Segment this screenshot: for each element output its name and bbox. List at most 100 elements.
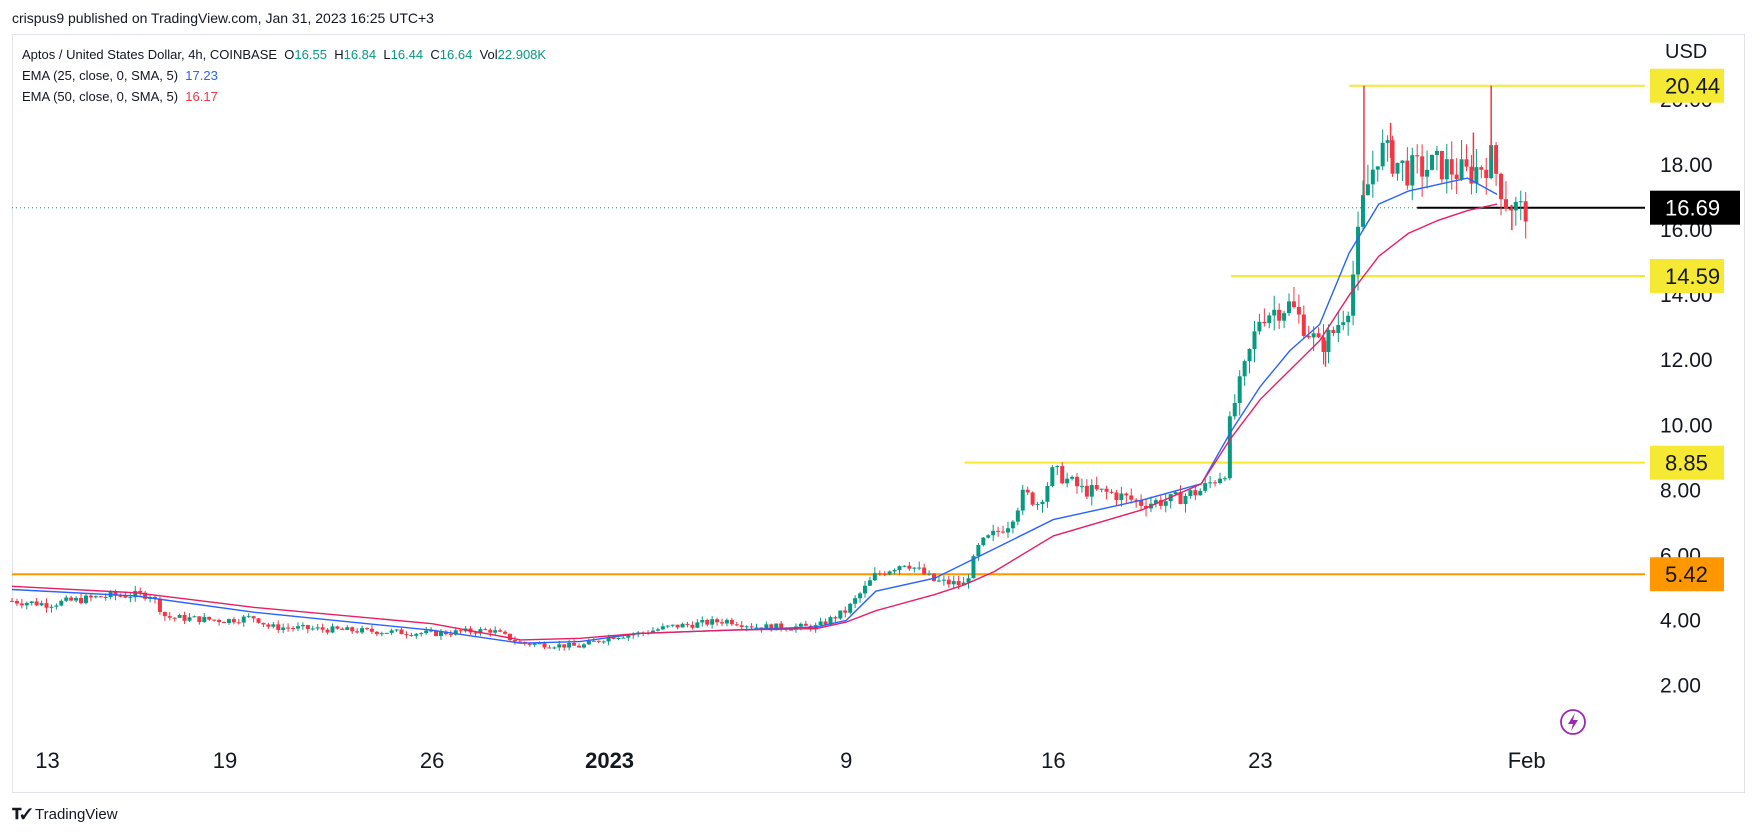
candle-body — [1010, 521, 1015, 529]
candle-body — [350, 627, 355, 632]
candle-body — [1119, 493, 1124, 501]
ohlc-row: Aptos / United States Dollar, 4h, COINBA… — [22, 44, 546, 65]
candle-body — [74, 597, 79, 601]
candle-body — [749, 626, 754, 628]
symbol-label[interactable]: Aptos / United States Dollar, 4h, COINBA… — [22, 47, 278, 62]
candle-body — [1217, 478, 1222, 483]
candle-body — [241, 616, 246, 623]
candle-body — [1035, 504, 1040, 506]
candle-body — [710, 619, 715, 625]
candle-body — [424, 630, 429, 634]
candle-body — [448, 634, 453, 636]
level-badge-label: 20.44 — [1665, 74, 1720, 99]
candle-body — [88, 595, 93, 598]
candle-body — [330, 626, 335, 633]
candle-body — [946, 579, 951, 585]
candle-body — [1203, 483, 1208, 491]
candle-body — [59, 600, 64, 606]
candle-body — [498, 630, 503, 632]
candle-body — [310, 628, 315, 630]
candle-body — [537, 643, 542, 645]
candle-body — [1158, 500, 1163, 506]
candle-body — [729, 619, 734, 625]
candle-body — [1336, 324, 1341, 334]
candle-body — [1173, 492, 1178, 495]
candle-body — [202, 616, 207, 623]
candle-body — [769, 624, 774, 631]
candle-body — [1316, 333, 1321, 338]
candle-body — [98, 596, 103, 598]
candle-body — [187, 617, 192, 621]
candle-body — [93, 596, 98, 598]
candle-body — [922, 567, 927, 575]
candle-body — [858, 593, 863, 599]
candle-body — [1104, 488, 1109, 492]
candle-body — [138, 590, 143, 593]
candle-body — [557, 644, 562, 648]
candle-body — [1070, 476, 1075, 479]
candle-body — [429, 630, 434, 632]
candle-body — [315, 627, 320, 629]
candle-body — [700, 619, 705, 623]
x-tick-label: 9 — [840, 748, 852, 773]
candle-body — [1513, 201, 1518, 211]
lightning-icon-bolt — [1568, 713, 1578, 731]
candle-body — [217, 619, 222, 623]
candle-body — [295, 626, 300, 629]
candle-body — [143, 592, 148, 599]
candle-body — [1390, 140, 1395, 174]
brand[interactable]: 𝐓✓ TradingView — [12, 806, 118, 823]
candle-body — [291, 628, 296, 630]
candle-body — [182, 614, 187, 621]
level-badge-label: 5.42 — [1665, 562, 1708, 587]
candle-body — [586, 640, 591, 645]
candle-body — [197, 616, 202, 623]
candle-body — [207, 616, 212, 620]
level-badge — [1650, 445, 1724, 480]
candle-body — [335, 626, 340, 629]
candle-body — [1508, 208, 1513, 211]
ema25-row[interactable]: EMA (25, close, 0, SMA, 5) 17.23 — [22, 65, 546, 86]
candle-body — [547, 647, 552, 649]
candle-body — [670, 624, 675, 626]
candle-body — [818, 621, 823, 626]
candle-body — [1163, 501, 1168, 506]
candle-body — [936, 580, 941, 582]
x-tick-label: 19 — [213, 748, 237, 773]
candle-body — [690, 624, 695, 628]
candle-body — [1040, 501, 1045, 505]
candle-body — [685, 623, 690, 625]
candle-body — [399, 629, 404, 635]
candle-body — [300, 625, 305, 627]
close-label: C — [430, 47, 440, 62]
candle-body — [1094, 485, 1099, 490]
candle-body — [1050, 467, 1055, 486]
candle-body — [1005, 528, 1010, 533]
candle-body — [483, 629, 488, 631]
candle-body — [601, 641, 606, 643]
candle-body — [675, 624, 680, 628]
candle-body — [167, 616, 172, 618]
candle-body — [1139, 500, 1144, 506]
candle-body — [966, 578, 971, 583]
candle-body — [1479, 167, 1484, 170]
candle-body — [1375, 166, 1380, 170]
y-tick-label: 8.00 — [1660, 479, 1701, 502]
ema50-row[interactable]: EMA (50, close, 0, SMA, 5) 16.17 — [22, 86, 546, 107]
candle-body — [1134, 499, 1139, 501]
candle-body — [1494, 145, 1499, 174]
candle-body — [1311, 333, 1316, 338]
candle-body — [1277, 309, 1282, 321]
candle-body — [458, 630, 463, 632]
tradingview-logo-icon: 𝐓✓ — [12, 806, 32, 823]
candle-body — [986, 535, 991, 538]
candle-body — [660, 626, 665, 630]
candle-body — [843, 610, 848, 613]
candle-body — [867, 580, 872, 586]
candle-body — [1425, 169, 1430, 177]
candle-body — [882, 573, 887, 575]
candle-body — [996, 530, 1001, 532]
candle-body — [1065, 478, 1070, 484]
candle-body — [1474, 167, 1479, 184]
